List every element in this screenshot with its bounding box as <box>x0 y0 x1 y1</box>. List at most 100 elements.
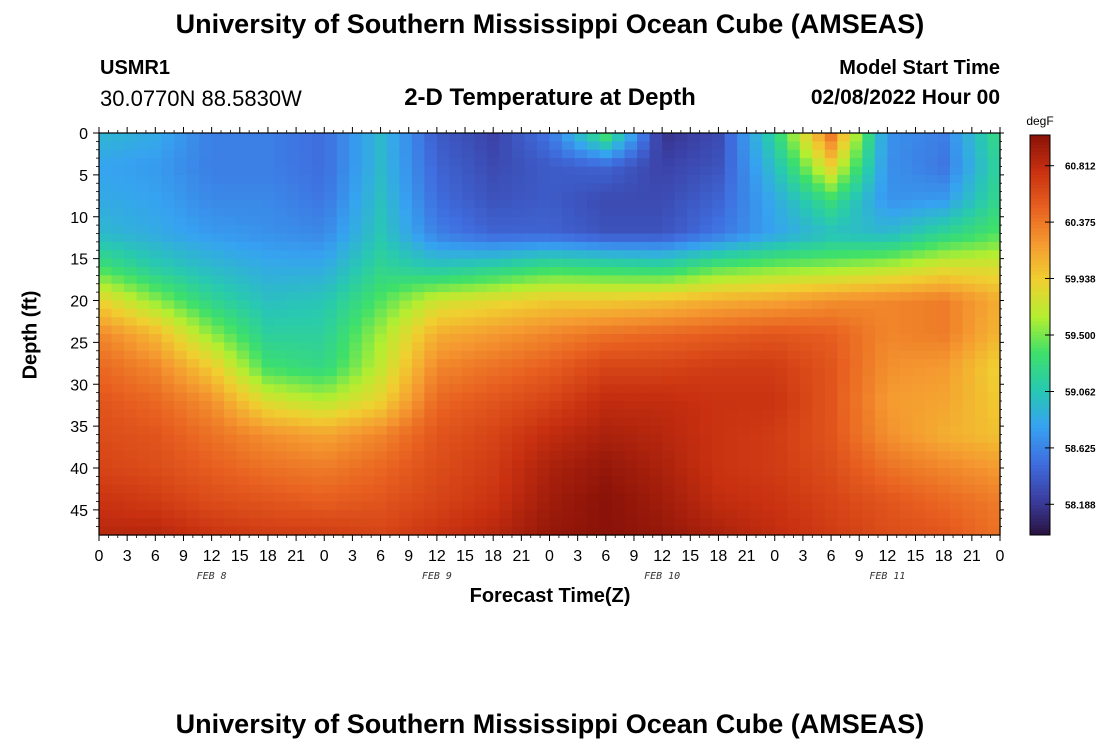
heatmap-cell <box>587 158 601 168</box>
heatmap-cell <box>524 501 538 511</box>
heatmap-cell <box>737 158 751 168</box>
heatmap-cell <box>912 334 926 343</box>
heatmap-cell <box>136 493 150 503</box>
heatmap-cell <box>987 334 1001 343</box>
heatmap-cell <box>436 484 450 494</box>
heatmap-cell <box>574 300 588 310</box>
heatmap-cell <box>111 174 125 184</box>
heatmap-cell <box>962 359 976 369</box>
heatmap-cell <box>924 334 939 343</box>
heatmap-cell <box>411 484 425 494</box>
heatmap-cell <box>624 149 638 159</box>
heatmap-cell <box>562 375 576 385</box>
heatmap-cell <box>774 392 788 402</box>
heatmap-cell <box>574 384 588 394</box>
heatmap-cell <box>186 468 200 477</box>
heatmap-cell <box>624 133 638 142</box>
colorbar-segment <box>1030 401 1050 406</box>
heatmap-cell <box>587 250 601 260</box>
heatmap-cell <box>749 258 763 268</box>
heatmap-cell <box>662 241 676 251</box>
heatmap-cell <box>449 183 463 193</box>
heatmap-cell <box>161 300 175 310</box>
heatmap-cell <box>574 401 588 410</box>
heatmap-cell <box>236 426 250 436</box>
heatmap-cell <box>486 149 501 159</box>
heatmap-cell <box>411 409 425 419</box>
heatmap-cell <box>511 325 526 335</box>
heatmap-cell <box>687 241 701 251</box>
heatmap-cell <box>837 283 851 293</box>
heatmap-cell <box>511 250 526 260</box>
heatmap-cell <box>411 493 425 503</box>
heatmap-cell <box>549 493 563 503</box>
heatmap-cell <box>461 518 476 528</box>
heatmap-cell <box>699 426 713 436</box>
heatmap-cell <box>99 442 113 452</box>
heatmap-cell <box>587 241 601 251</box>
heatmap-cell <box>787 250 801 260</box>
heatmap-cell <box>812 426 826 436</box>
heatmap-cell <box>224 359 238 369</box>
heatmap-cell <box>924 359 939 369</box>
heatmap-cell <box>511 133 526 142</box>
heatmap-cell <box>624 442 638 452</box>
heatmap-cell <box>424 267 438 276</box>
heatmap-cell <box>311 392 325 402</box>
heatmap-cell <box>787 141 801 151</box>
heatmap-cell <box>974 401 989 410</box>
heatmap-cell <box>762 174 776 184</box>
x-tick-label: 6 <box>601 548 610 565</box>
heatmap-cell <box>536 476 551 486</box>
heatmap-cell <box>787 509 801 519</box>
heatmap-cell <box>924 233 939 243</box>
heatmap-cell <box>274 359 288 369</box>
y-tick-label: 0 <box>79 126 88 143</box>
heatmap-cell <box>587 451 601 461</box>
heatmap-cell <box>224 384 238 394</box>
heatmap-cell <box>599 384 613 394</box>
heatmap-cell <box>349 183 363 193</box>
colorbar-segment <box>1030 211 1050 216</box>
heatmap-cell <box>324 426 338 436</box>
heatmap-cell <box>949 526 964 536</box>
colorbar-segment <box>1030 325 1050 329</box>
heatmap-cell <box>624 417 638 427</box>
heatmap-cell <box>336 476 350 486</box>
heatmap-cell <box>286 451 300 461</box>
heatmap-cell <box>887 426 901 436</box>
heatmap-cell <box>149 149 163 159</box>
heatmap-cell <box>449 451 463 461</box>
heatmap-cell <box>274 426 288 436</box>
heatmap-cell <box>649 493 663 503</box>
heatmap-cell <box>949 308 964 318</box>
heatmap-cell <box>511 258 526 268</box>
heatmap-cell <box>461 526 476 536</box>
heatmap-cell <box>536 216 551 226</box>
heatmap-cell <box>386 267 400 276</box>
heatmap-cell <box>887 409 901 419</box>
heatmap-cell <box>149 158 163 168</box>
heatmap-cell <box>361 342 375 352</box>
heatmap-cell <box>712 401 726 410</box>
heatmap-cell <box>199 401 213 410</box>
heatmap-cell <box>99 317 113 327</box>
heatmap-cell <box>624 468 638 477</box>
heatmap-cell <box>386 442 400 452</box>
heatmap-cell <box>199 417 213 427</box>
heatmap-cell <box>924 267 939 276</box>
heatmap-cell <box>987 484 1001 494</box>
heatmap-cell <box>324 493 338 503</box>
heatmap-cell <box>136 241 150 251</box>
heatmap-cell <box>311 526 325 536</box>
heatmap-cell <box>249 375 263 385</box>
heatmap-cell <box>374 501 388 511</box>
heatmap-cell <box>812 409 826 419</box>
heatmap-cell <box>224 484 238 494</box>
heatmap-cell <box>161 141 175 151</box>
heatmap-cell <box>937 225 951 235</box>
heatmap-cell <box>424 241 438 251</box>
heatmap-cell <box>299 359 313 369</box>
heatmap-cell <box>199 384 213 394</box>
heatmap-cell <box>649 350 663 360</box>
